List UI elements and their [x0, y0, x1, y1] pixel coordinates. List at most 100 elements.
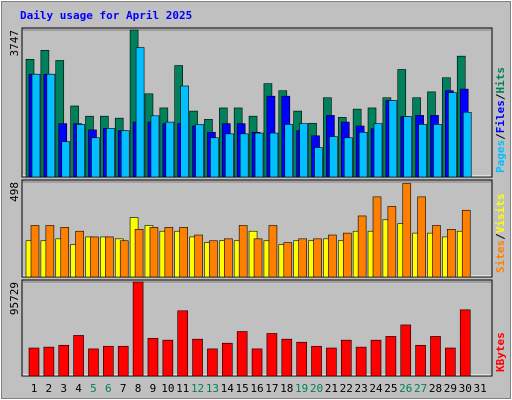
x-tick-label: 12	[191, 382, 204, 395]
x-tick-label: 20	[310, 382, 323, 395]
bar	[269, 132, 279, 178]
x-tick-label: 26	[399, 382, 412, 395]
bar	[284, 124, 294, 178]
bar	[311, 345, 322, 377]
bar	[430, 336, 441, 377]
x-tick-label: 29	[444, 382, 457, 395]
bar	[268, 225, 278, 278]
bar	[31, 73, 41, 178]
bar	[281, 338, 293, 377]
bar	[445, 347, 456, 377]
bar	[432, 225, 441, 278]
legend-entry: Sites	[494, 240, 507, 273]
bar	[180, 85, 189, 178]
bar	[149, 227, 159, 278]
bar	[328, 234, 337, 278]
x-tick-label: 9	[150, 382, 157, 395]
x-tick-label: 7	[120, 382, 127, 395]
bar	[448, 92, 457, 178]
x-tick-label: 11	[176, 382, 189, 395]
bar	[60, 227, 70, 278]
bar	[385, 336, 397, 377]
x-tick-label: 6	[105, 382, 112, 395]
bar	[119, 240, 129, 278]
x-tick-label: 15	[236, 382, 249, 395]
x-tick-label: 17	[265, 382, 278, 395]
bar	[355, 346, 367, 377]
bar	[103, 345, 114, 377]
bar	[343, 137, 353, 178]
bar	[298, 238, 307, 278]
y-tick-label: 498	[8, 182, 21, 202]
bar	[75, 230, 84, 278]
bar	[46, 73, 56, 178]
x-tick-label: 23	[355, 382, 368, 395]
bar	[162, 339, 174, 377]
bar	[236, 331, 248, 377]
x-tick-label: 3	[60, 382, 67, 395]
bar	[296, 341, 307, 377]
bar	[387, 206, 397, 278]
x-tick-label: 13	[206, 382, 219, 395]
legend-entry: Pages	[494, 140, 507, 173]
bar	[340, 339, 352, 377]
legend: Pages/Files/Hits	[494, 67, 507, 173]
bar	[447, 229, 456, 278]
bar	[43, 346, 55, 377]
x-tick-label: 31	[473, 382, 486, 395]
bar	[224, 238, 233, 278]
bar	[76, 124, 85, 178]
bar	[165, 121, 175, 178]
bar	[147, 337, 159, 377]
bar	[195, 124, 204, 178]
chart-title: Daily usage for April 2025	[20, 9, 192, 22]
bar	[194, 234, 203, 278]
x-tick-label: 28	[429, 382, 442, 395]
bar	[251, 348, 263, 377]
bar	[283, 242, 293, 278]
bar	[266, 333, 278, 377]
bar	[238, 225, 248, 278]
bar	[372, 196, 382, 278]
bar	[461, 209, 471, 278]
x-tick-label: 19	[295, 382, 308, 395]
bar	[388, 100, 398, 178]
bar	[222, 342, 233, 377]
x-tick-label: 22	[340, 382, 353, 395]
bar	[105, 236, 114, 278]
bar	[132, 281, 144, 377]
y-tick-label: 95729	[8, 282, 21, 315]
legend-entry: Files	[494, 100, 507, 133]
legend-separator: /	[494, 233, 507, 240]
bar	[164, 227, 174, 278]
legend-entry: Hits	[494, 67, 507, 94]
legend-separator: /	[494, 133, 507, 140]
x-tick-label: 18	[280, 382, 293, 395]
bar	[239, 133, 249, 178]
bar	[58, 344, 70, 377]
bar	[209, 240, 218, 278]
bar	[403, 116, 413, 178]
bar	[207, 348, 218, 377]
bar	[417, 196, 426, 278]
bar	[134, 229, 144, 278]
bar	[150, 115, 160, 178]
legend-entry: KBytes	[494, 332, 507, 372]
bar	[329, 136, 338, 178]
x-tick-label: 21	[325, 382, 338, 395]
bar	[370, 339, 382, 377]
bar	[91, 137, 100, 178]
bar	[61, 141, 71, 178]
bar	[415, 344, 426, 377]
bar	[28, 347, 40, 377]
bar	[313, 238, 322, 278]
bar	[120, 130, 130, 178]
bar	[106, 128, 115, 178]
bar	[179, 227, 188, 278]
bar	[373, 123, 383, 178]
x-tick-label: 25	[384, 382, 397, 395]
bar	[358, 131, 368, 178]
bar	[45, 225, 55, 278]
